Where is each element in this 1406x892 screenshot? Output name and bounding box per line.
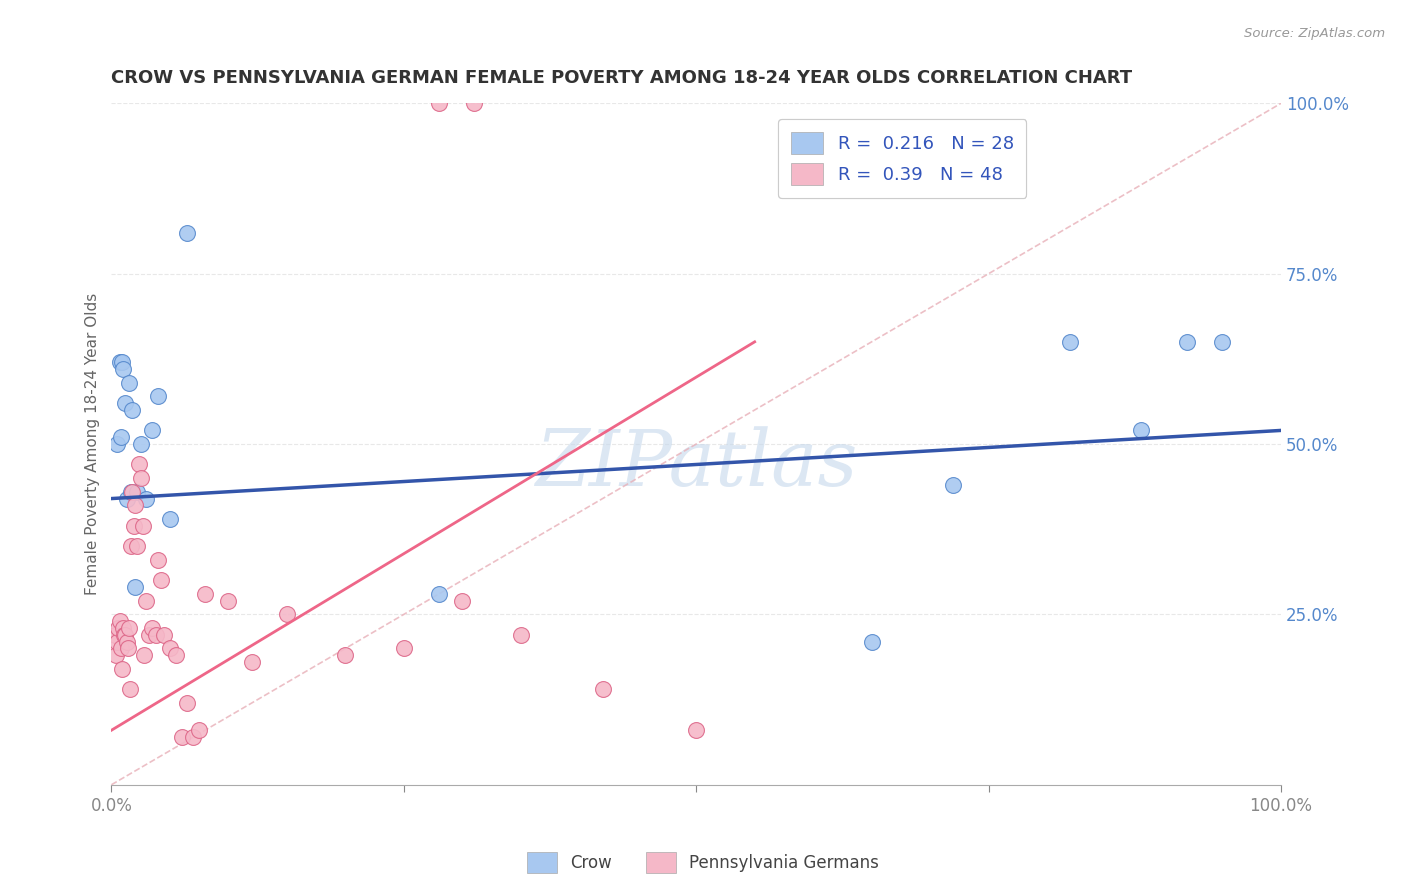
Point (942, 478, 965, 492)
Point (685, 723, 707, 738)
Point (122, 518, 145, 533)
Point (1059, 334, 1081, 349)
Point (105, 648, 128, 663)
Point (110, 641, 132, 656)
Point (194, 587, 217, 601)
Point (129, 437, 152, 451)
Point (176, 696, 198, 710)
Point (107, 621, 129, 635)
Point (592, 682, 614, 697)
Y-axis label: Female Poverty Among 18-24 Year Olds: Female Poverty Among 18-24 Year Olds (86, 293, 100, 595)
Point (170, 730, 193, 744)
Point (509, 628, 531, 642)
Point (121, 403, 143, 417)
Point (128, 458, 150, 472)
Point (112, 628, 135, 642)
Point (392, 641, 415, 656)
Point (105, 437, 128, 451)
Point (141, 621, 163, 635)
Point (148, 389, 170, 403)
Point (427, 96, 450, 111)
Point (127, 539, 149, 553)
Point (176, 226, 198, 240)
Legend: Crow, Pennsylvania Germans: Crow, Pennsylvania Germans (520, 846, 886, 880)
Point (149, 574, 172, 588)
Point (165, 648, 187, 663)
Point (335, 648, 357, 663)
Point (132, 518, 155, 533)
Point (188, 723, 211, 738)
Point (114, 396, 136, 410)
Point (240, 655, 263, 669)
Point (159, 512, 181, 526)
Point (115, 491, 138, 506)
Point (153, 628, 176, 642)
Point (1129, 424, 1152, 438)
Point (120, 539, 142, 553)
Point (129, 471, 152, 485)
Point (860, 634, 883, 648)
Point (115, 634, 138, 648)
Point (134, 648, 156, 663)
Point (141, 424, 163, 438)
Point (135, 491, 157, 506)
Point (111, 355, 134, 369)
Point (181, 730, 204, 744)
Point (108, 614, 131, 628)
Point (110, 430, 132, 444)
Point (135, 594, 157, 608)
Point (1211, 334, 1233, 349)
Point (138, 628, 160, 642)
Point (111, 662, 134, 676)
Point (104, 628, 127, 642)
Point (127, 484, 149, 499)
Point (148, 553, 170, 567)
Point (112, 362, 135, 376)
Point (1177, 334, 1199, 349)
Point (124, 580, 146, 594)
Point (427, 587, 450, 601)
Point (276, 607, 298, 622)
Point (118, 621, 141, 635)
Point (159, 641, 181, 656)
Text: ZIPatlas: ZIPatlas (536, 426, 858, 503)
Point (118, 376, 141, 390)
Point (120, 484, 142, 499)
Text: CROW VS PENNSYLVANIA GERMAN FEMALE POVERTY AMONG 18-24 YEAR OLDS CORRELATION CHA: CROW VS PENNSYLVANIA GERMAN FEMALE POVER… (111, 69, 1133, 87)
Text: Source: ZipAtlas.com: Source: ZipAtlas.com (1244, 27, 1385, 40)
Point (120, 682, 142, 697)
Point (114, 628, 136, 642)
Point (217, 594, 239, 608)
Point (108, 355, 131, 369)
Point (117, 641, 139, 656)
Point (105, 634, 128, 648)
Legend: R =  0.216   N = 28, R =  0.39   N = 48: R = 0.216 N = 28, R = 0.39 N = 48 (778, 120, 1026, 197)
Point (121, 484, 143, 499)
Point (463, 96, 485, 111)
Point (112, 621, 135, 635)
Point (451, 594, 474, 608)
Point (145, 628, 167, 642)
Point (124, 499, 146, 513)
